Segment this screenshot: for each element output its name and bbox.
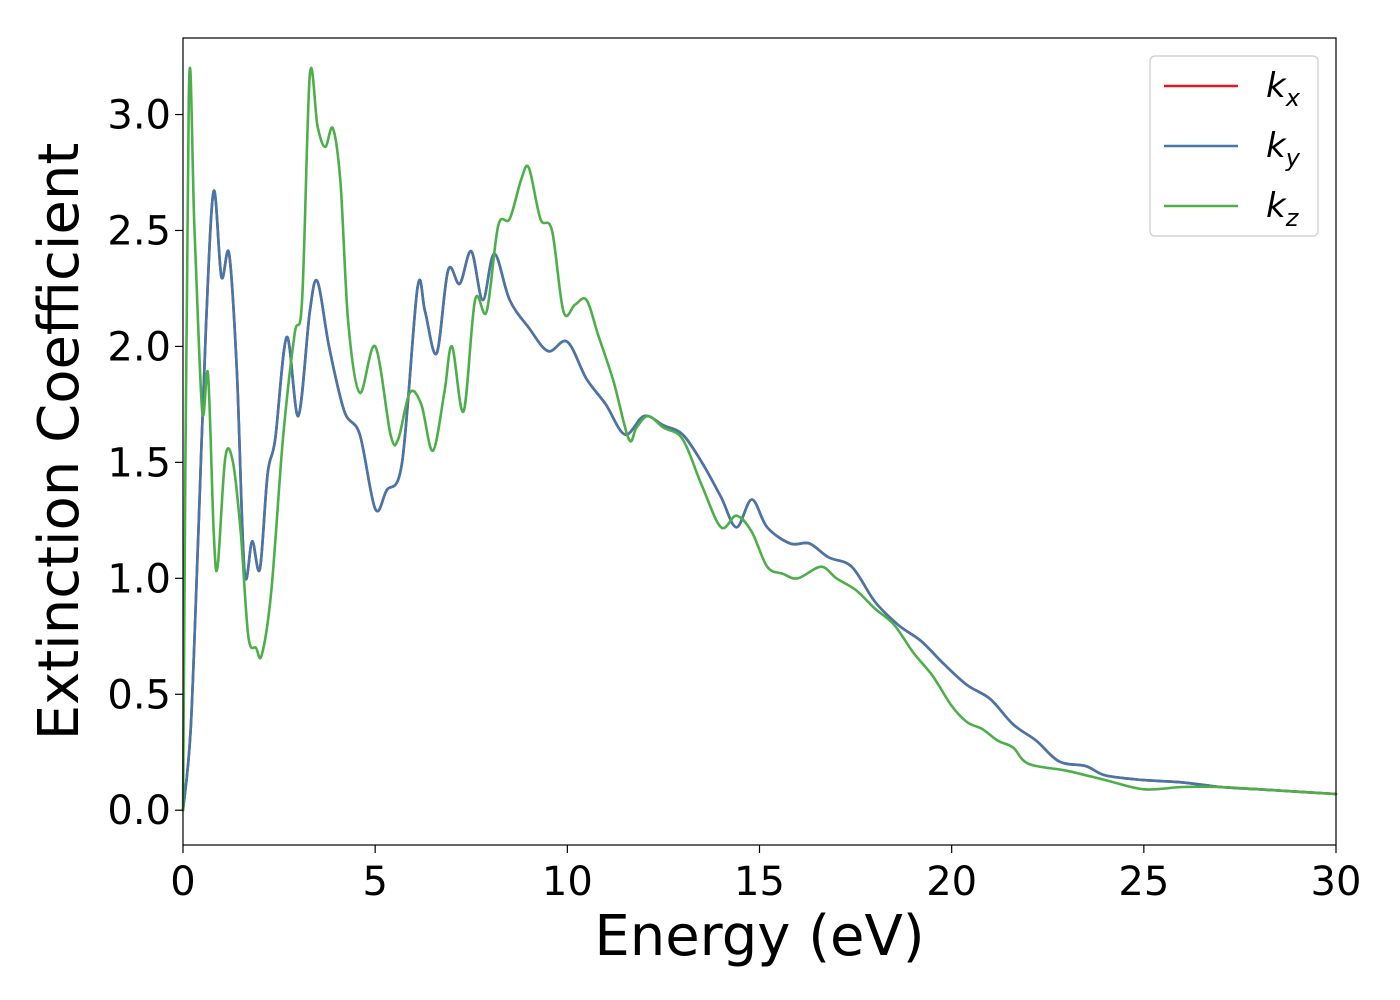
y-axis-ticks: 0.0 0.5 1.0 1.5 2.0 2.5 3.0 — [107, 93, 183, 834]
y-tick-label: 0.5 — [107, 672, 171, 718]
legend-label-z: kz — [1266, 186, 1300, 232]
series-layer — [181, 66, 1338, 812]
legend-label-y: ky — [1266, 126, 1301, 172]
x-tick-label: 20 — [926, 859, 977, 905]
x-tick-label: 15 — [734, 859, 785, 905]
legend: kx ky kz — [1149, 55, 1319, 237]
x-tick-label: 0 — [170, 859, 195, 905]
x-tick-label: 5 — [362, 859, 387, 905]
x-tick-label: 25 — [1118, 859, 1169, 905]
x-tick-label: 10 — [542, 859, 593, 905]
x-axis-ticks: 0 5 10 15 20 25 30 — [170, 845, 1361, 905]
x-axis-title: Energy (eV) — [594, 904, 924, 969]
y-tick-label: 0.0 — [107, 788, 171, 834]
y-tick-label: 2.0 — [107, 324, 171, 370]
y-tick-label: 1.0 — [107, 556, 171, 602]
y-tick-label: 1.5 — [107, 440, 171, 486]
legend-label-x: kx — [1266, 66, 1301, 112]
x-tick-label: 30 — [1311, 859, 1362, 905]
series-line-z — [181, 66, 1338, 812]
plot-background — [183, 38, 1336, 845]
y-axis-title: Extinction Coefficient — [27, 143, 92, 741]
y-tick-label: 2.5 — [107, 208, 171, 254]
y-tick-label: 3.0 — [107, 93, 171, 139]
